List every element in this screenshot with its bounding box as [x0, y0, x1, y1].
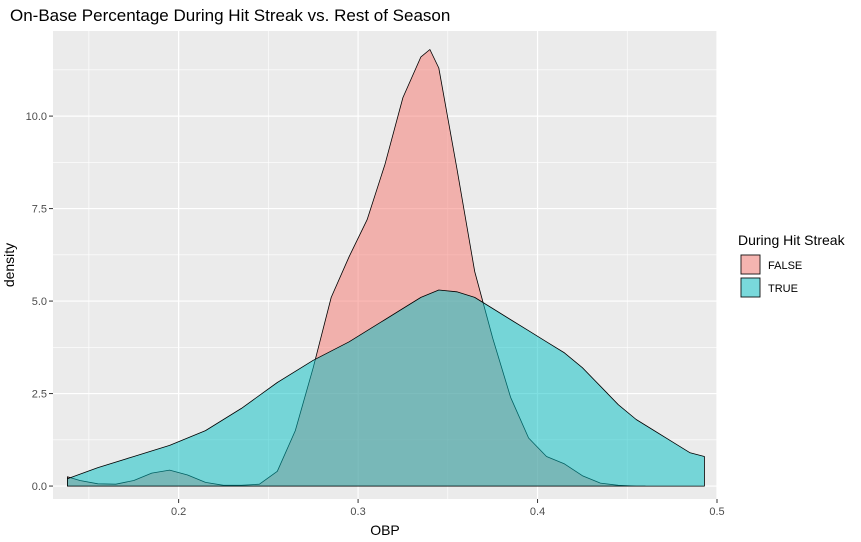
legend: During Hit Streak FALSE TRUE	[738, 232, 846, 298]
y-tick-label: 2.5	[32, 389, 47, 401]
y-axis-title: density	[1, 243, 17, 287]
density-areas	[67, 49, 705, 487]
legend-label-false: FALSE	[768, 260, 802, 272]
density-area-true	[67, 289, 705, 487]
x-tick-label: 0.4	[530, 506, 545, 518]
x-axis: 0.2 0.3 0.4 0.5	[171, 499, 725, 518]
y-axis: 0.0 2.5 5.0 7.5 10.0	[26, 111, 53, 493]
x-tick-label: 0.3	[350, 506, 365, 518]
legend-item-true: TRUE	[740, 277, 798, 298]
chart-title: On-Base Percentage During Hit Streak vs.…	[10, 6, 450, 25]
y-tick-label: 5.0	[32, 296, 47, 308]
y-tick-label: 10.0	[26, 111, 47, 123]
legend-label-true: TRUE	[768, 283, 798, 295]
legend-swatch-false	[740, 254, 761, 275]
x-axis-title: OBP	[370, 522, 400, 538]
legend-title: During Hit Streak	[738, 232, 846, 248]
legend-item-false: FALSE	[740, 254, 802, 275]
x-tick-label: 0.2	[171, 506, 186, 518]
legend-items: FALSE TRUE	[740, 254, 802, 298]
legend-swatch-true	[740, 277, 761, 298]
x-tick-label: 0.5	[709, 506, 724, 518]
y-tick-label: 7.5	[32, 204, 47, 216]
y-tick-label: 0.0	[32, 481, 47, 493]
